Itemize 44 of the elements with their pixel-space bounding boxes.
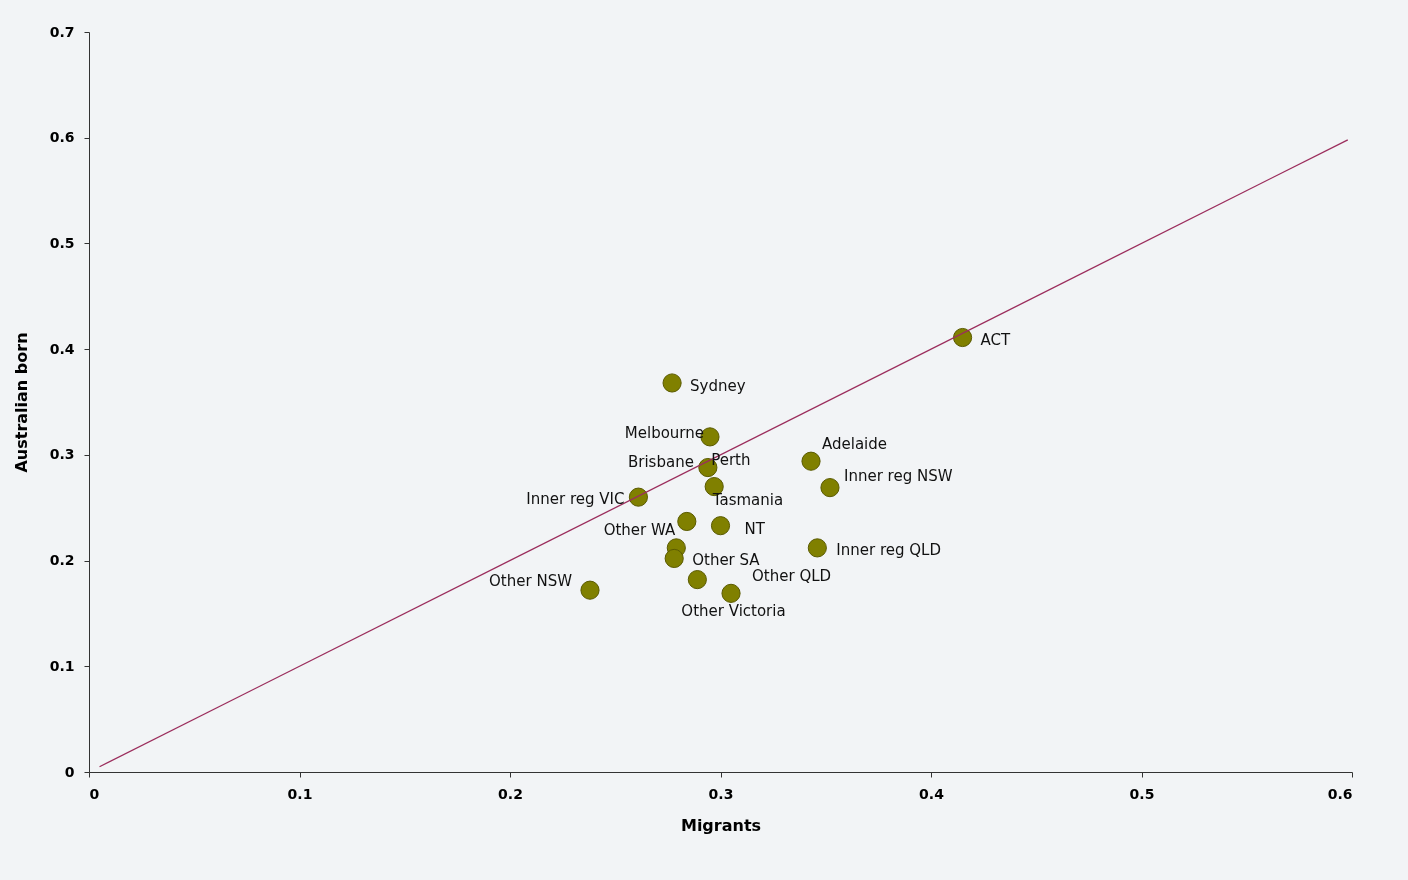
x-axis-title: Migrants [680,815,762,835]
x-tick-label: 0.6 [1327,785,1353,802]
y-tick-label: 0.7 [49,23,75,40]
annotation: Inner reg NSW [843,466,953,485]
annotation: Other NSW [489,572,573,591]
annotation: Other SA [692,551,761,570]
point [710,516,731,536]
x-tick-label: 0.3 [708,785,734,802]
point [952,327,973,348]
y-tick-label: 0.5 [49,234,75,251]
point [687,570,707,590]
y-tick-label: 0.3 [49,446,75,463]
y-tick-label: 0.2 [49,552,75,569]
point [677,511,697,532]
annotation: Adelaide [822,435,888,454]
point [662,373,682,393]
annotation: NT [744,519,766,538]
y-tick-label: 0.6 [49,129,75,146]
annotation: ACT [980,330,1012,349]
point [664,548,684,569]
annotation: Melbourne [624,423,704,442]
point [807,538,827,558]
point [721,583,741,603]
annotation: Other Victoria [681,601,786,620]
x-tick-label: 0.4 [919,785,945,802]
point [628,487,648,507]
point [580,580,600,600]
y-axis-title: Australian born [11,332,31,473]
point [820,478,840,498]
y-tick-label: 0 [64,763,75,780]
annotation: Brisbane [627,452,694,471]
y-tick-label: 0.4 [49,340,75,357]
x-tick-label: 0.5 [1129,785,1155,802]
y-tick-label: 0.1 [49,657,75,674]
annotation: Inner reg QLD [836,540,941,559]
x-tick-label: 0.2 [498,785,523,802]
x-tick-label: 0 [89,785,100,802]
point [801,451,821,471]
annotation: Sydney [690,376,746,395]
annotation: Other WA [603,520,677,539]
annotation: Inner reg VIC [526,490,625,509]
annotation: Tasmania [711,491,784,510]
x-tick-label: 0.1 [287,785,313,802]
annotation: Other QLD [752,567,832,586]
